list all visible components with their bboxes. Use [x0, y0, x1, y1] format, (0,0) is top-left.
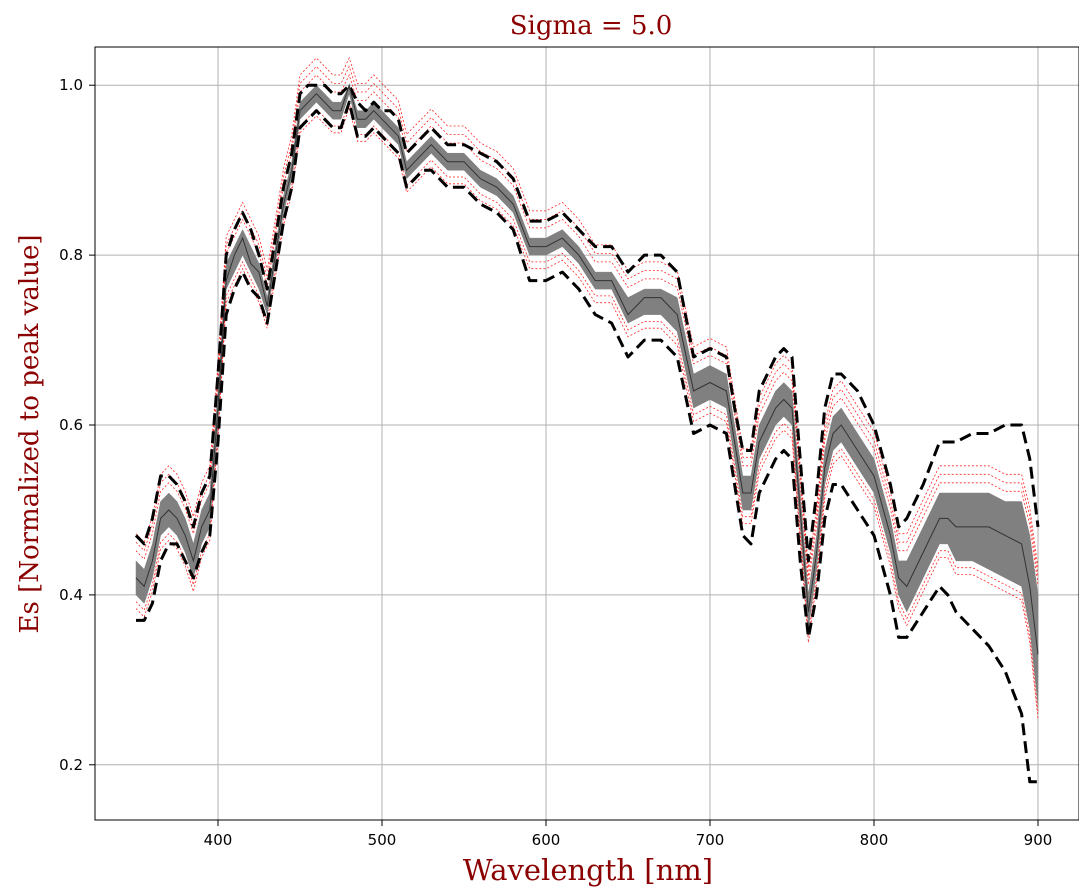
- x-tick-label: 800: [860, 831, 889, 849]
- red-dotted-line: [135, 65, 1039, 577]
- red-dotted-line: [135, 56, 1039, 568]
- x-tick-label: 700: [696, 831, 725, 849]
- outer-upper-line: [134, 83, 1040, 563]
- y-axis-ticks: 0.2 0.4 0.6 0.8 1.0: [59, 76, 95, 774]
- red-dotted-line: [135, 73, 1039, 585]
- outer-lower-line: [136, 100, 1038, 784]
- y-tick-label: 1.0: [59, 76, 83, 94]
- x-axis-ticks: 400 500 600 700 800 900: [204, 820, 1053, 849]
- confidence-band-layer: [135, 84, 1039, 706]
- x-axis-label: Wavelength [nm]: [463, 853, 713, 887]
- x-tick-label: 900: [1024, 831, 1053, 849]
- outer-dashed-lines-layer: [134, 83, 1040, 784]
- y-axis-label: Es [Normalized to peak value]: [15, 234, 45, 633]
- red-dotted-line: [135, 105, 1039, 719]
- x-tick-label: 600: [532, 831, 561, 849]
- y-tick-label: 0.2: [59, 756, 83, 774]
- y-tick-label: 0.4: [59, 586, 83, 604]
- y-tick-label: 0.8: [59, 246, 83, 264]
- plot-frame: [94, 46, 1079, 821]
- x-tick-label: 400: [204, 831, 233, 849]
- mean-line: [135, 83, 1039, 655]
- red-dotted-line: [135, 99, 1039, 713]
- mean-line-layer: [135, 83, 1039, 655]
- red-dotted-lines-layer: [135, 56, 1039, 719]
- confidence-band: [135, 84, 1039, 706]
- y-tick-label: 0.6: [59, 416, 83, 434]
- x-tick-label: 500: [368, 831, 397, 849]
- chart-title: Sigma = 5.0: [510, 11, 673, 41]
- grid: [95, 47, 1079, 820]
